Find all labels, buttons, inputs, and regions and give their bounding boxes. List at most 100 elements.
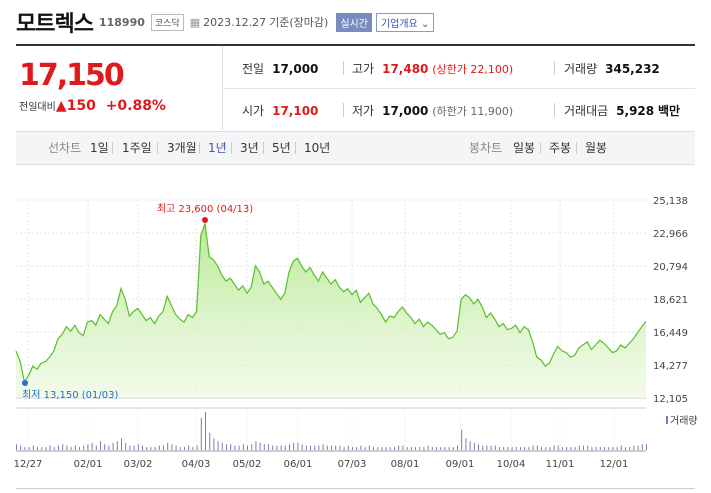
volume-bar	[612, 447, 614, 450]
volume-bar	[373, 447, 374, 450]
volume-bar	[394, 447, 395, 450]
volume-bar	[49, 445, 51, 450]
volume-bar	[326, 445, 328, 450]
volume-bar	[32, 445, 34, 450]
volume-bar	[536, 445, 538, 450]
volume-bar	[112, 442, 114, 450]
y-tick-label: 25,138	[653, 196, 688, 207]
tab-period-5y[interactable]: 5년	[272, 141, 291, 155]
stat-amount: 거래대금 5,928 백만	[564, 102, 680, 119]
tab-candle-weekly[interactable]: 주봉	[549, 141, 572, 155]
tab-period-3m[interactable]: 3개월	[167, 141, 197, 155]
volume-bar	[368, 445, 370, 450]
volume-bar	[205, 412, 206, 450]
x-tick-label: 05/02	[233, 459, 262, 470]
stat-divider	[343, 103, 344, 117]
volume-bar	[129, 445, 131, 450]
realtime-button[interactable]: 실시간	[336, 12, 372, 32]
price-change: 전일대비▲150 +0.88%	[19, 98, 166, 114]
volume-bar	[167, 442, 169, 450]
x-tick-label: 12/27	[14, 459, 43, 470]
volume-bar	[398, 445, 400, 450]
volume-legend-swatch	[666, 416, 668, 424]
volume-bar	[360, 445, 362, 450]
low-label: 저가	[352, 104, 375, 118]
volume-bar	[637, 445, 639, 450]
stat-divider	[554, 61, 555, 75]
volume-bar	[217, 441, 219, 450]
volume-bar	[415, 447, 416, 450]
stock-name: 모트렉스	[16, 12, 94, 37]
volume-bar	[263, 444, 265, 450]
volume-bar	[616, 447, 618, 450]
volume-value: 345,232	[605, 62, 660, 76]
volume-bar	[503, 447, 505, 450]
volume-bar	[641, 444, 643, 450]
chevron-down-icon: ⌄	[420, 18, 430, 30]
tab-period-1w[interactable]: 1주일	[122, 141, 152, 155]
volume-bar	[599, 447, 601, 450]
volume-bar	[352, 447, 353, 450]
stat-divider	[554, 103, 555, 117]
volume-bar	[566, 447, 568, 450]
tab-period-1d[interactable]: 1일	[90, 141, 109, 155]
volume-bar	[595, 447, 597, 450]
volume-bar	[28, 447, 30, 450]
price-block: 17,150 전일대비▲150 +0.88%	[16, 46, 222, 130]
chart-tab-bar: 선차트 1일 1주일 3개월 1년 3년 5년 10년 봉차트 일봉 주봉 월봉	[16, 131, 695, 165]
volume-bar	[226, 444, 227, 450]
y-tick-label: 16,449	[653, 328, 688, 339]
stats-row-divider	[222, 88, 695, 89]
tab-period-1y[interactable]: 1년	[208, 141, 227, 155]
x-tick-label: 07/03	[338, 459, 367, 470]
volume-bar	[154, 447, 156, 450]
tab-period-10y[interactable]: 10년	[304, 141, 331, 155]
tab-divider	[295, 142, 296, 154]
volume-label: 거래량	[564, 62, 598, 76]
lower-limit: (하한가 11,900)	[432, 105, 514, 118]
volume-bar	[100, 441, 101, 450]
volume-bar	[158, 445, 160, 450]
tab-divider	[199, 142, 200, 154]
volume-bar	[587, 445, 589, 450]
volume-bar	[629, 447, 631, 450]
volume-bar	[347, 445, 349, 450]
volume-bar	[541, 447, 542, 450]
volume-bar	[452, 447, 454, 450]
volume-bar	[528, 447, 530, 450]
volume-bar	[356, 447, 358, 450]
volume-bar	[171, 444, 173, 450]
volume-bar	[146, 447, 148, 450]
stock-header: 모트렉스 118990 코스닥 ▦ 2023.12.27 기준(장마감) 실시간…	[16, 8, 435, 37]
volume-bar	[633, 445, 635, 450]
volume-legend-label: 거래량	[670, 415, 698, 427]
volume-bar	[142, 445, 143, 450]
volume-bar	[196, 445, 198, 450]
volume-bar	[24, 447, 26, 450]
tab-period-3y[interactable]: 3년	[240, 141, 259, 155]
company-info-label: 기업개요	[380, 18, 418, 30]
volume-bar	[284, 445, 286, 450]
volume-bar	[305, 445, 307, 450]
volume-bar	[570, 447, 572, 450]
volume-bar	[490, 445, 492, 450]
volume-bar	[213, 438, 215, 450]
header-divider	[16, 44, 695, 46]
tab-candle-daily[interactable]: 일봉	[513, 141, 536, 155]
volume-bar	[179, 447, 181, 450]
volume-bar	[423, 447, 425, 450]
tab-divider	[112, 142, 113, 154]
volume-bar	[200, 417, 202, 450]
company-info-dropdown[interactable]: 기업개요 ⌄	[375, 12, 435, 32]
volume-bar	[289, 444, 290, 450]
volume-bar	[221, 442, 223, 450]
volume-bar	[293, 442, 295, 450]
x-axis: 12/27 02/01 03/02 04/03 05/02 06/01 07/03 08/01…	[14, 459, 629, 470]
volume-bar	[150, 447, 152, 450]
high-annotation: 최고 23,600 (04/13)	[157, 203, 253, 215]
upper-limit: (상한가 22,100)	[432, 63, 514, 76]
prev-close-value: 17,000	[272, 62, 319, 76]
volume-bar	[620, 445, 622, 450]
tab-candle-monthly[interactable]: 월봉	[585, 141, 608, 155]
